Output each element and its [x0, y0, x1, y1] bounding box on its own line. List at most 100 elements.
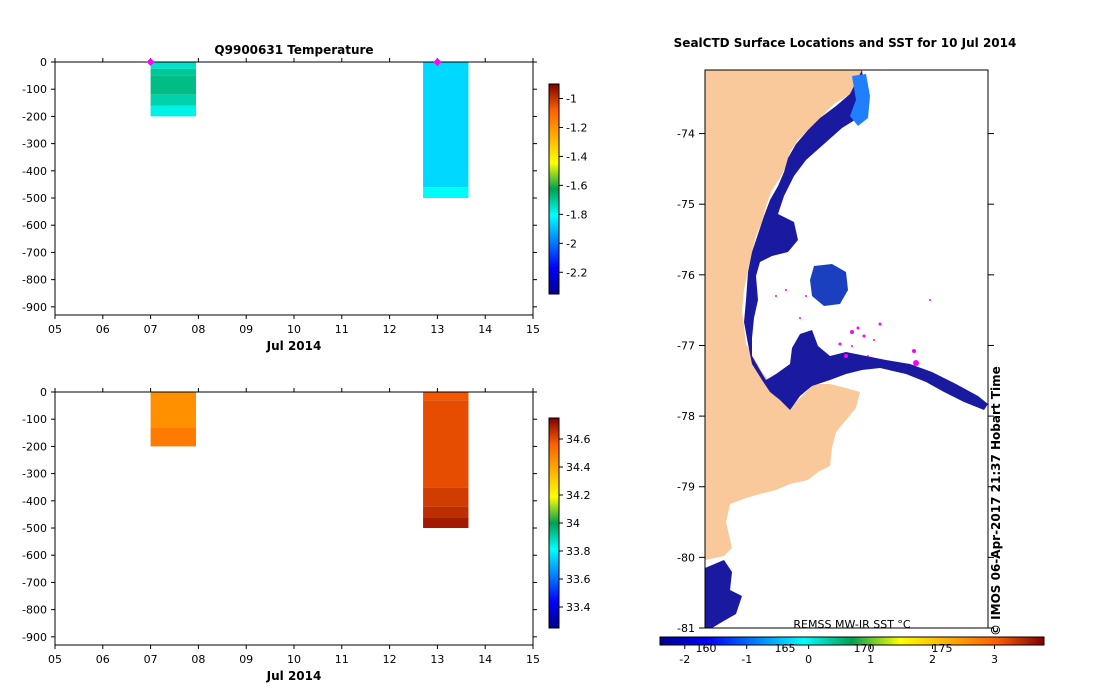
sst-tick-label: 2: [929, 653, 936, 666]
temperature-title: Q9900631 Temperature: [214, 43, 373, 57]
map-latitude-axis: -74 -75 -76 -77 -78 -79 -80 -81: [677, 128, 994, 635]
y-tick-label: -700: [22, 246, 47, 259]
y-tick-label: -700: [22, 576, 47, 589]
sst-tick-label: -2: [679, 653, 690, 666]
x-tick-label: 13: [430, 323, 444, 336]
salinity-x-axis: 05 06 07 08 09 10 11 12 13 14 15: [48, 388, 540, 666]
y-tick-label: -500: [22, 192, 47, 205]
lon-tick-label: 160: [696, 642, 717, 655]
y-tick-label: -900: [22, 301, 47, 314]
x-tick-label: 10: [287, 323, 301, 336]
y-tick-label: -500: [22, 522, 47, 535]
sst-northern-warm-patch: [850, 74, 870, 126]
y-tick-label: -200: [22, 440, 47, 453]
y-tick-label: -300: [22, 468, 47, 481]
seal-track-points: [775, 289, 931, 366]
map-colorbar: [659, 636, 1045, 646]
x-tick-label: 11: [335, 323, 349, 336]
profile-2-layer-2: [423, 400, 469, 488]
y-tick-label: 0: [40, 386, 47, 399]
colorbar-tick-label: 34.4: [566, 461, 591, 474]
land-mass: [705, 70, 862, 560]
profile-2-layer-1: [423, 392, 469, 401]
colorbar-tick-label: -2.2: [566, 266, 587, 279]
profile-2-layer-3: [423, 487, 469, 507]
y-tick-label: -100: [22, 413, 47, 426]
colorbar-tick-label: -1.4: [566, 150, 587, 163]
x-tick-label: 12: [383, 653, 397, 666]
colorbar-tick-label: -1.6: [566, 179, 587, 192]
y-tick-label: -100: [22, 83, 47, 96]
colorbar-tick-label: -2: [566, 237, 577, 250]
map-title: SealCTD Surface Locations and SST for 10…: [674, 36, 1017, 50]
x-tick-label: 07: [144, 653, 158, 666]
surface-marker: [433, 58, 442, 66]
sst-tick-label: -1: [741, 653, 752, 666]
y-tick-label: -800: [22, 274, 47, 287]
y-tick-label: -800: [22, 604, 47, 617]
y-tick-label: -600: [22, 549, 47, 562]
colorbar-tick-label: 34.2: [566, 489, 591, 502]
colorbar-tick-label: -1.2: [566, 121, 587, 134]
lat-tick-label: -78: [677, 410, 695, 423]
temperature-xlabel: Jul 2014: [266, 339, 322, 353]
temperature-y-axis: 0 -100 -200 -300 -400 -500 -600 -700 -800 -900: [22, 56, 537, 314]
lat-tick-label: -74: [677, 128, 695, 141]
temperature-surface-markers: [146, 58, 442, 66]
x-tick-label: 11: [335, 653, 349, 666]
x-tick-label: 13: [430, 653, 444, 666]
profile-1-layer-1: [150, 62, 197, 69]
x-tick-label: 10: [287, 653, 301, 666]
lon-tick-label: 170: [854, 642, 875, 655]
x-tick-label: 14: [478, 323, 492, 336]
y-tick-label: -400: [22, 165, 47, 178]
sst-tick-label: 1: [867, 653, 874, 666]
x-tick-label: 07: [144, 323, 158, 336]
y-tick-label: -900: [22, 631, 47, 644]
x-tick-label: 09: [239, 323, 253, 336]
map-panel: SealCTD Surface Locations and SST for 10…: [659, 36, 1045, 666]
temperature-profiles: [150, 62, 469, 199]
surface-marker: [146, 58, 155, 66]
x-tick-label: 08: [191, 323, 205, 336]
map-credit: © IMOS 06-Apr-2017 21:37 Hobart Time: [989, 366, 1003, 636]
profile-1-layer-5: [150, 105, 197, 117]
sst-tick-label: 0: [805, 653, 812, 666]
x-tick-label: 06: [96, 323, 110, 336]
colorbar-tick-label: 33.8: [566, 545, 591, 558]
profile-1-layer-1: [150, 392, 197, 428]
lon-tick-label: 165: [775, 642, 796, 655]
colorbar-tick-label: -1: [566, 92, 577, 105]
x-tick-label: 09: [239, 653, 253, 666]
map-colorbar-label: REMSS MW-IR SST °C: [793, 618, 911, 631]
salinity-xlabel: Jul 2014: [266, 669, 322, 683]
y-tick-label: -200: [22, 110, 47, 123]
sst-tick-label: 3: [991, 653, 998, 666]
x-tick-label: 05: [48, 323, 62, 336]
profile-2-layer-1: [423, 62, 469, 188]
y-tick-label: -300: [22, 138, 47, 151]
salinity-profiles: [150, 392, 469, 529]
salinity-panel: 0 -100 -200 -300 -400 -500 -600 -700 -800 -900 05…: [22, 386, 590, 683]
profile-1-layer-4: [150, 94, 197, 106]
x-tick-label: 14: [478, 653, 492, 666]
map-frame: [704, 69, 989, 629]
y-tick-label: -600: [22, 219, 47, 232]
colorbar-tick-label: -1.8: [566, 208, 587, 221]
lat-tick-label: -81: [677, 622, 695, 635]
colorbar-tick-label: 34: [566, 517, 580, 530]
profile-2-layer-4: [423, 506, 469, 518]
map-longitude-ticks: 160 165 170 175: [696, 642, 953, 655]
salinity-y-axis: 0 -100 -200 -300 -400 -500 -600 -700 -800 -900: [22, 386, 537, 644]
y-tick-label: -400: [22, 495, 47, 508]
profile-2-layer-5: [423, 517, 469, 529]
profile-1-layer-3: [150, 75, 197, 95]
sst-southwest-patch: [705, 560, 742, 628]
map-colorbar-ticks: -2 -1 0 1 2 3: [679, 645, 998, 666]
colorbar-tick-label: 33.6: [566, 573, 591, 586]
lat-tick-label: -79: [677, 481, 695, 494]
temperature-x-axis: 05 06 07 08 09 10 11 12 13 14 15: [48, 58, 540, 336]
profile-2-layer-2: [423, 187, 469, 199]
lat-tick-label: -76: [677, 269, 695, 282]
